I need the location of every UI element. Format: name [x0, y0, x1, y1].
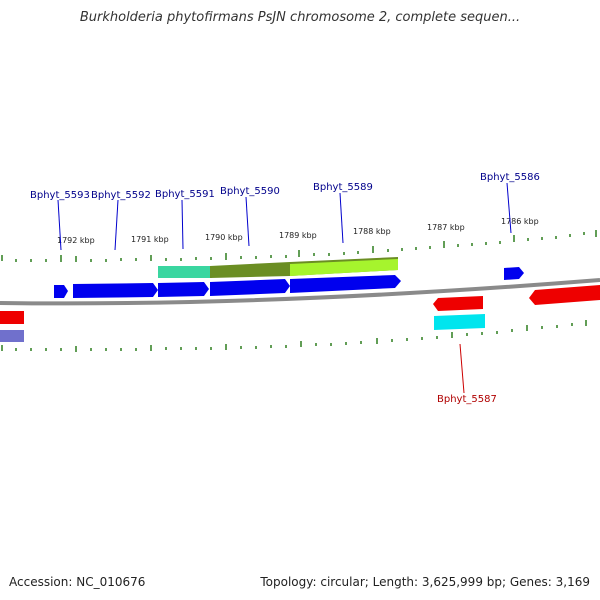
forward-genes[interactable] [54, 267, 524, 298]
ruler-label: 1787 kbp [427, 223, 465, 232]
map-title: Burkholderia phytofirmans PsJN chromosom… [79, 10, 521, 25]
ruler-label: 1786 kbp [501, 217, 539, 226]
label-leaders [57, 182, 512, 394]
ruler-label: 1792 kbp [57, 236, 95, 245]
gene-label-bphyt-5590[interactable]: Bphyt_5590 [220, 186, 280, 197]
gene-arrow-right-red[interactable] [529, 285, 600, 305]
feature-bar-cyan[interactable] [434, 314, 485, 330]
gene-arrow-bphyt-5586[interactable] [504, 267, 524, 280]
feature-bar-teal [158, 266, 212, 278]
gene-arrow-bphyt-5593[interactable] [54, 285, 68, 298]
sequence-stats: Topology: circular; Length: 3,625,999 bp… [260, 575, 590, 589]
gene-bar-left-red[interactable] [0, 311, 24, 324]
kbp-ruler: 1792 kbp 1791 kbp 1790 kbp 1789 kbp 1788… [57, 217, 539, 245]
gene-arrow-bphyt-5591[interactable] [158, 282, 209, 297]
accession-text: Accession: NC_010676 [9, 575, 146, 589]
gene-label-bphyt-5592[interactable]: Bphyt_5592 [91, 190, 151, 201]
tick-row-top [1, 230, 597, 262]
chromosome-backbone [0, 278, 600, 306]
ruler-label: 1789 kbp [279, 231, 317, 240]
gene-label-bphyt-5593[interactable]: Bphyt_5593 [30, 190, 90, 201]
reverse-genes[interactable] [0, 285, 600, 342]
gene-arrow-bphyt-5592[interactable] [73, 283, 158, 298]
gene-arrow-bphyt-5590[interactable] [210, 279, 290, 296]
gene-label-bphyt-5586[interactable]: Bphyt_5586 [480, 172, 540, 183]
tick-row-bottom [1, 320, 587, 352]
ruler-label: 1788 kbp [353, 227, 391, 236]
gene-bar-left-purple[interactable] [0, 330, 24, 342]
gene-label-bphyt-5587[interactable]: Bphyt_5587 [437, 394, 497, 405]
gene-arrow-bphyt-5587[interactable] [433, 296, 483, 311]
ruler-label: 1791 kbp [131, 235, 169, 244]
ruler-label: 1790 kbp [205, 233, 243, 242]
gene-labels: Bphyt_5593 Bphyt_5592 Bphyt_5591 Bphyt_5… [30, 172, 540, 405]
gene-label-bphyt-5591[interactable]: Bphyt_5591 [155, 189, 215, 200]
feature-bar-lime [290, 259, 398, 276]
feature-overlays [158, 257, 398, 278]
gene-label-bphyt-5589[interactable]: Bphyt_5589 [313, 182, 373, 193]
gene-arrow-bphyt-5589[interactable] [290, 275, 401, 293]
